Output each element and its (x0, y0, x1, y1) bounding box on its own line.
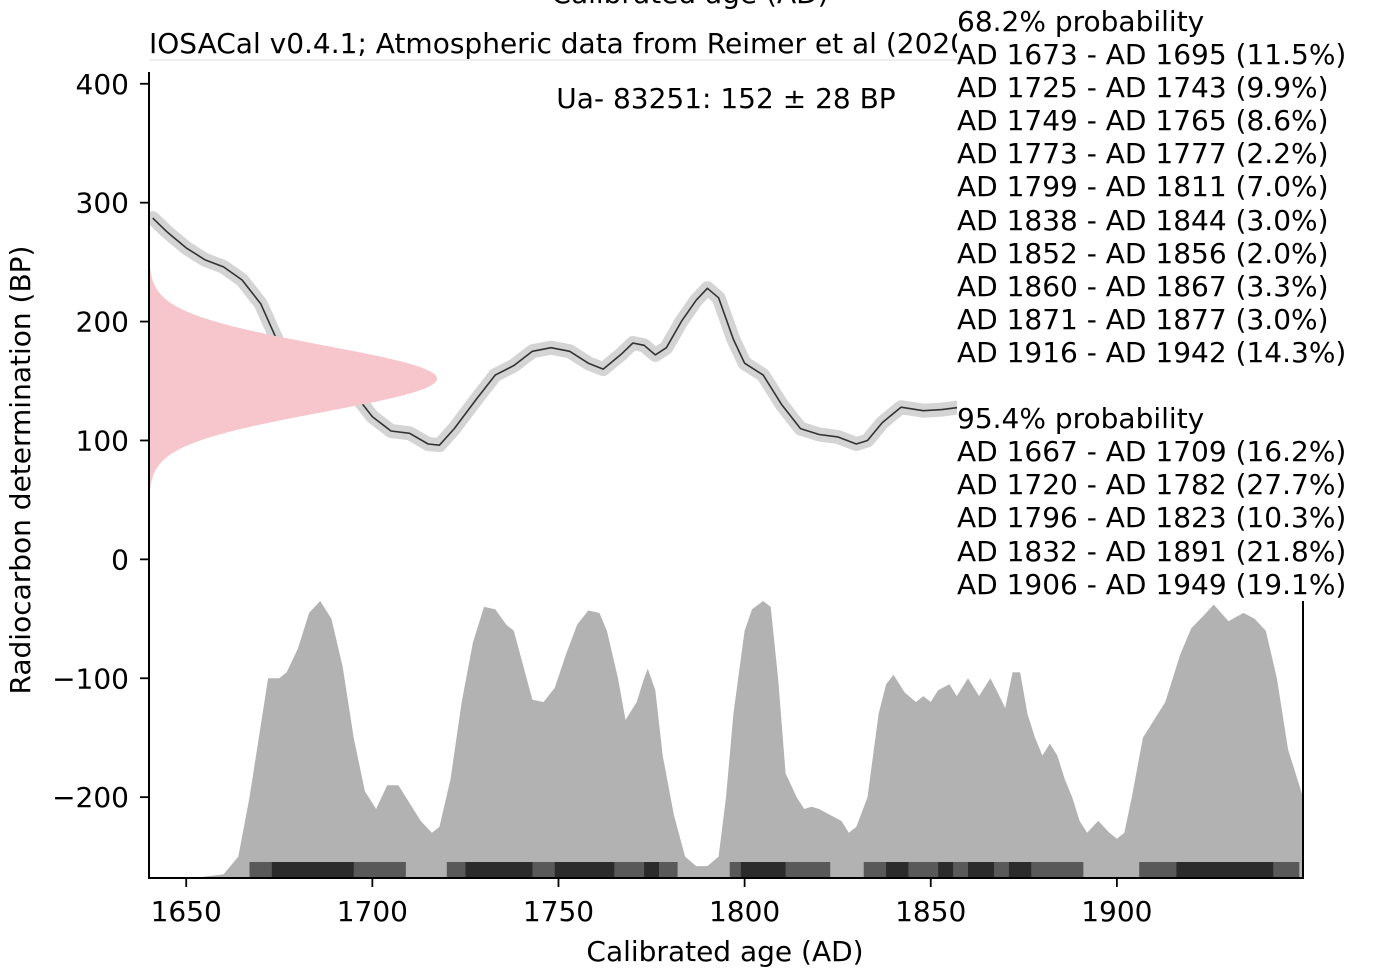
interval-95-row: AD 1832 - AD 1891 (21.8%) (957, 534, 1347, 568)
range-bar-68 (1176, 862, 1274, 878)
range-bar-68 (1008, 862, 1032, 878)
range-bar-68 (644, 862, 659, 878)
y-tick-label: −200 (52, 781, 129, 814)
interval-68-row: AD 1799 - AD 1811 (7.0%) (957, 170, 1329, 204)
top-axis-label: Calibrated age (AD) (551, 0, 828, 10)
y-ticks: 400 300 200 100 0 −100 −200 (52, 68, 149, 814)
y-tick-label: −100 (52, 662, 129, 695)
header-95: 95.4% probability (957, 402, 1205, 436)
interval-95-row: AD 1667 - AD 1709 (16.2%) (957, 435, 1347, 469)
determination-layer (149, 265, 437, 492)
interval-68-row: AD 1860 - AD 1867 (3.3%) (957, 269, 1329, 303)
range-bar-68 (554, 862, 615, 878)
interval-95-row: AD 1906 - AD 1949 (19.1%) (957, 567, 1347, 601)
range-bar-68 (465, 862, 533, 878)
range-bar-68 (740, 862, 786, 878)
range-bar-68 (967, 862, 995, 878)
interval-68-row: AD 1916 - AD 1942 (14.3%) (957, 335, 1347, 369)
posterior-area (149, 601, 1303, 878)
x-tick-label: 1800 (709, 895, 780, 928)
x-tick-label: 1900 (1081, 895, 1152, 928)
interval-68-row: AD 1852 - AD 1856 (2.0%) (957, 236, 1329, 270)
interval-68-row: AD 1725 - AD 1743 (9.9%) (957, 71, 1329, 105)
x-ticks: 1650 1700 1750 1800 1850 1900 (151, 878, 1153, 928)
range-bar-68 (271, 862, 354, 878)
interval-95-row: AD 1796 - AD 1823 (10.3%) (957, 501, 1347, 535)
header-68: 68.2% probability (957, 5, 1205, 38)
y-tick-label: 300 (76, 187, 129, 220)
range-bars-layer (249, 862, 1300, 878)
x-tick-label: 1850 (895, 895, 966, 928)
plot-area (149, 211, 1303, 878)
interval-68-row: AD 1749 - AD 1765 (8.6%) (957, 104, 1329, 138)
range-bar-68 (938, 862, 954, 878)
y-axis-label: Radiocarbon determination (BP) (4, 246, 37, 695)
interval-gap (957, 369, 1346, 402)
x-tick-label: 1700 (337, 895, 408, 928)
y-tick-label: 400 (76, 68, 129, 101)
posterior-layer (149, 601, 1303, 878)
probability-intervals: 68.2% probability AD 1673 - AD 1695 (11.… (957, 5, 1347, 601)
determination-distribution (149, 265, 437, 492)
sample-label: Ua- 83251: 152 ± 28 BP (556, 82, 895, 115)
interval-68-row: AD 1838 - AD 1844 (3.0%) (957, 203, 1329, 237)
interval-68-row: AD 1871 - AD 1877 (3.0%) (957, 302, 1329, 336)
x-tick-label: 1750 (523, 895, 594, 928)
interval-95-row: AD 1720 - AD 1782 (27.7%) (957, 468, 1347, 502)
y-tick-label: 100 (76, 424, 129, 457)
chart-title: IOSACal v0.4.1; Atmospheric data from Re… (149, 27, 979, 60)
x-axis-label: Calibrated age (AD) (586, 935, 863, 968)
range-bar-68 (886, 862, 909, 878)
y-tick-label: 0 (111, 543, 129, 576)
interval-68-row: AD 1773 - AD 1777 (2.2%) (957, 137, 1329, 171)
interval-68-row: AD 1673 - AD 1695 (11.5%) (957, 38, 1347, 72)
x-tick-label: 1650 (151, 895, 222, 928)
y-tick-label: 200 (76, 306, 129, 339)
